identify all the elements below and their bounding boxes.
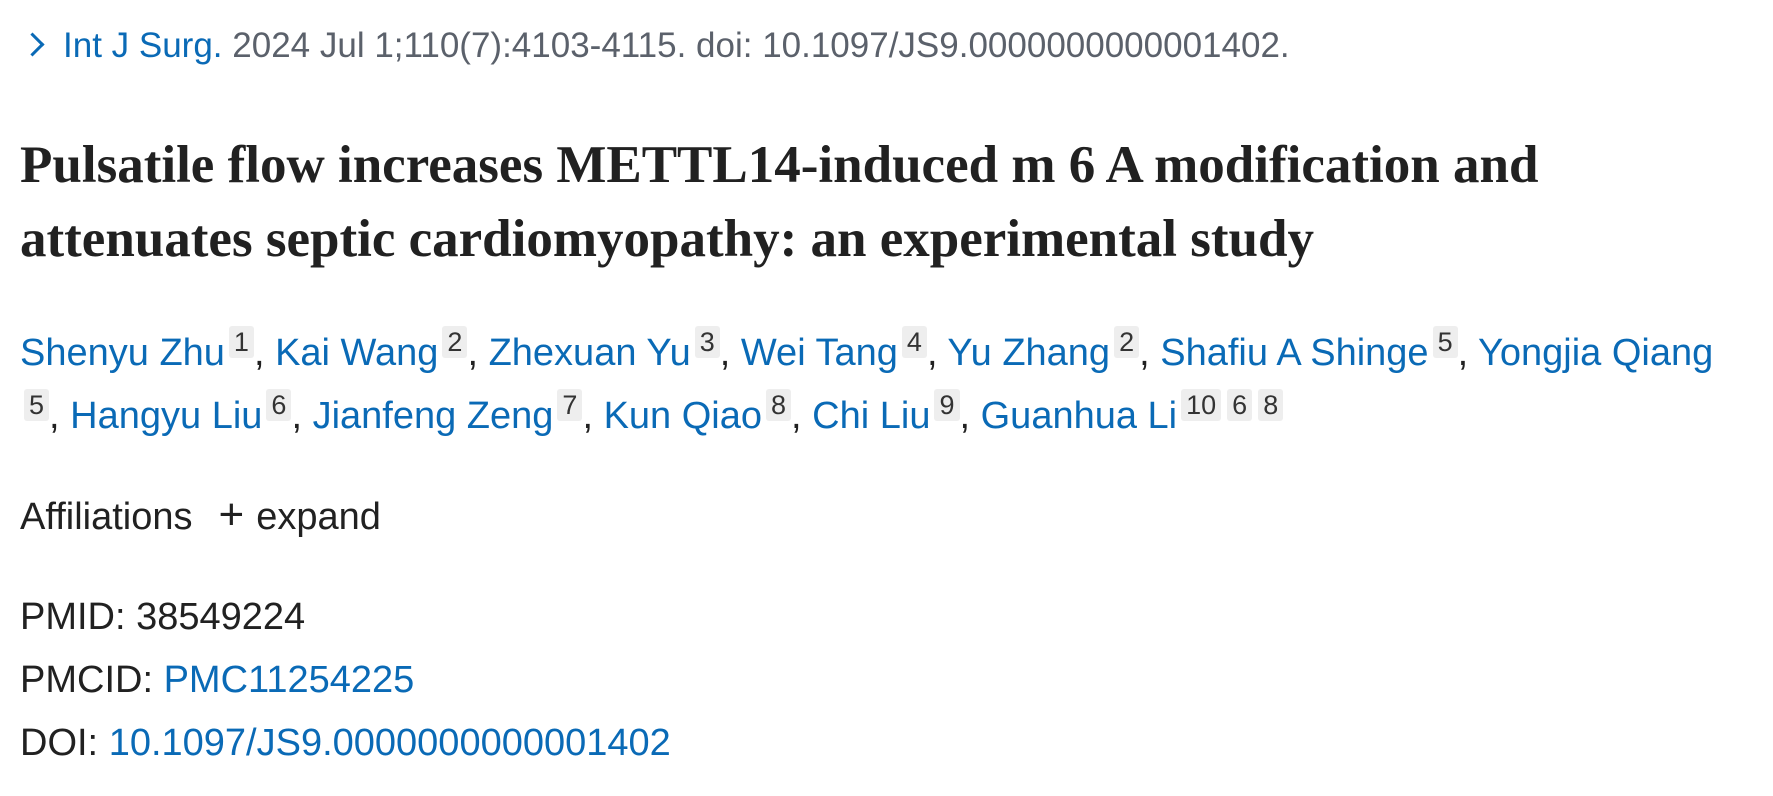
author: Jianfeng Zeng 7, (312, 389, 593, 437)
identifier-label: DOI: (20, 722, 99, 764)
citation: Int J Surg. 2024 Jul 1;110(7):4103-4115.… (20, 26, 1290, 66)
identifier-link[interactable]: PMC11254225 (163, 659, 415, 701)
author-name[interactable]: Hangyu Liu (70, 395, 263, 437)
author: Hangyu Liu 6, (70, 389, 302, 437)
author: Kun Qiao 8, (603, 389, 802, 437)
affiliation-ref[interactable]: 6 (266, 389, 292, 421)
author-name[interactable]: Guanhua Li (980, 395, 1178, 437)
author-name[interactable]: Chi Liu (812, 395, 931, 437)
affiliation-ref[interactable]: 8 (766, 389, 792, 421)
affiliation-ref[interactable]: 5 (1432, 326, 1458, 358)
separator: , (926, 332, 938, 374)
separator: , (49, 395, 60, 437)
affiliation-ref[interactable]: 9 (934, 389, 960, 421)
author: Shafiu A Shinge 5, (1160, 326, 1469, 374)
separator: , (791, 395, 802, 437)
citation-details: 2024 Jul 1;110(7):4103-4115. doi: 10.109… (232, 26, 1290, 65)
affiliation-ref[interactable]: 6 (1227, 389, 1253, 421)
separator: , (582, 395, 593, 437)
author-name[interactable]: Zhexuan Yu (488, 332, 691, 374)
affiliation-ref[interactable]: 10 (1181, 389, 1222, 421)
author-name[interactable]: Jianfeng Zeng (312, 395, 554, 437)
author-name[interactable]: Shafiu A Shinge (1160, 332, 1429, 374)
author-name[interactable]: Shenyu Zhu (20, 332, 225, 374)
separator: , (291, 395, 302, 437)
plus-icon: + (218, 490, 245, 539)
chevron-icon[interactable] (20, 32, 45, 57)
affiliation-ref[interactable]: 4 (901, 326, 927, 358)
author-name[interactable]: Yongjia Qiang (1478, 332, 1714, 374)
author: Wei Tang 4, (740, 326, 938, 374)
identifier-row: DOI: 10.1097/JS9.0000000000001402 (20, 712, 671, 775)
affiliation-ref[interactable]: 3 (694, 326, 720, 358)
author: Kai Wang 2, (275, 326, 479, 374)
journal-link[interactable]: Int J Surg. (63, 26, 223, 65)
author: Shenyu Zhu 1, (20, 326, 265, 374)
identifiers: PMID: 38549224 PMCID: PMC11254225 DOI: 10.… (20, 586, 671, 775)
affiliation-ref[interactable]: 1 (228, 326, 254, 358)
author: Guanhua Li 10 6 8 (980, 389, 1284, 437)
affiliation-ref[interactable]: 8 (1258, 389, 1284, 421)
author-name[interactable]: Kun Qiao (603, 395, 763, 437)
separator: , (959, 395, 971, 437)
author-name[interactable]: Wei Tang (740, 332, 898, 374)
identifier-value: 38549224 (136, 596, 306, 638)
separator: , (467, 332, 479, 374)
affiliation-ref[interactable]: 2 (1114, 326, 1140, 358)
identifier-label: PMID: (20, 596, 126, 638)
affiliations-label: Affiliations (20, 496, 193, 538)
affiliation-ref[interactable]: 5 (24, 389, 50, 421)
identifier-row: PMCID: PMC11254225 (20, 649, 671, 712)
author: Yongjia Qiang 5, (20, 332, 1713, 437)
separator: , (719, 332, 731, 374)
author-list: Shenyu Zhu 1, Kai Wang 2, Zhexuan Yu 3, Wei… (20, 322, 1740, 448)
identifier-row: PMID: 38549224 (20, 586, 671, 649)
separator: , (1139, 332, 1150, 374)
expand-label[interactable]: expand (256, 496, 381, 538)
author-name[interactable]: Yu Zhang (947, 332, 1111, 374)
affiliation-ref[interactable]: 2 (442, 326, 468, 358)
affiliations-toggle[interactable]: Affiliations + expand (20, 490, 381, 540)
author-name[interactable]: Kai Wang (275, 332, 439, 374)
article-title: Pulsatile flow increases METTL14-induced… (20, 136, 1539, 268)
identifier-link[interactable]: 10.1097/JS9.0000000000001402 (108, 722, 671, 764)
affiliation-ref[interactable]: 7 (557, 389, 583, 421)
separator: , (1457, 332, 1469, 374)
identifier-label: PMCID: (20, 659, 153, 701)
separator: , (253, 332, 265, 374)
author: Zhexuan Yu 3, (488, 326, 731, 374)
author: Chi Liu 9, (812, 389, 971, 437)
author: Yu Zhang 2, (947, 326, 1150, 374)
